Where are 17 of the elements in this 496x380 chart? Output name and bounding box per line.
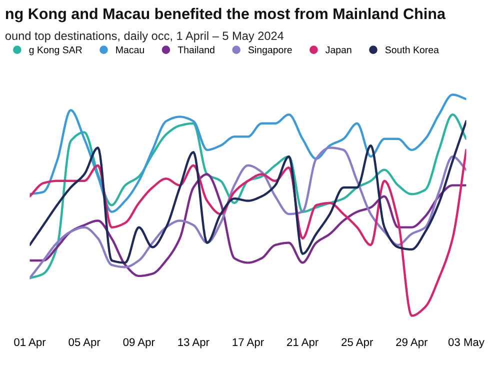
- legend-label: g Kong SAR: [29, 46, 82, 56]
- x-tick-label: 25 Apr: [342, 338, 373, 348]
- legend-label: Macau: [116, 46, 144, 54]
- x-tick-label: 01 Apr: [14, 338, 46, 348]
- x-tick-label: 13 Apr: [178, 338, 210, 348]
- legend-label: Singapore: [248, 46, 292, 56]
- legend-label: Japan: [326, 46, 352, 56]
- x-tick-label: 29 Apr: [396, 338, 428, 348]
- legend-label: Thailand: [178, 46, 214, 54]
- x-tick-label: 21 Apr: [287, 338, 318, 348]
- legend-label: South Korea: [385, 46, 439, 54]
- x-tick-label: 03 May: [448, 338, 484, 348]
- chart-subtitle: ound top destinations, daily occ, 1 April – 5 May 2024: [5, 31, 284, 42]
- x-tick-label: 05 Apr: [68, 338, 100, 348]
- x-tick-label: 17 Apr: [232, 338, 264, 348]
- x-tick-label: 09 Apr: [123, 338, 155, 348]
- chart-title: ng Kong and Macau benefited the most from Mainland China: [6, 8, 446, 22]
